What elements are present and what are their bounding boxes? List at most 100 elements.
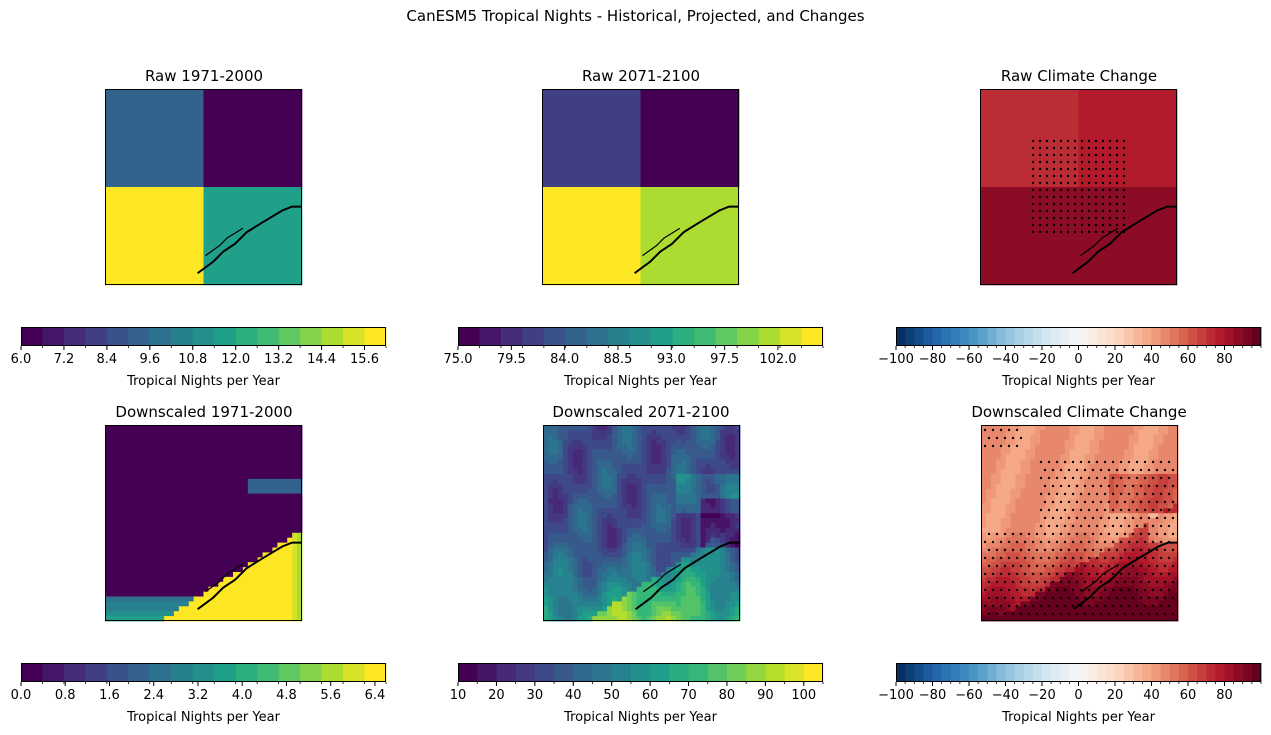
grid-cell [705,513,711,519]
grid-cell [547,459,554,465]
grid-cell [1020,459,1026,465]
stipple-dot [1052,188,1056,192]
grid-cell [154,616,160,622]
grid-cell [547,464,554,470]
grid-cell [247,429,254,436]
grid-cell [129,527,135,534]
stipple-dot [1073,174,1077,178]
grid-cell [1113,562,1120,568]
grid-cell [572,547,578,553]
grid-cell [1168,434,1174,441]
grid-cell [685,444,692,450]
grid-cell [680,459,687,465]
grid-cell [1163,459,1169,465]
grid-cell [1099,444,1105,450]
grid-cell [223,542,229,548]
grid-cell [995,425,1002,431]
colorbar-segment [214,663,237,682]
grid-cell [621,596,628,602]
grid-cell [675,498,682,504]
grid-cell [109,586,116,592]
grid-cell [1153,527,1159,534]
grid-cell [237,503,244,509]
grid-cell [1064,572,1071,578]
grid-cell [237,552,244,558]
grid-cell [990,488,997,494]
grid-cell [1104,464,1110,470]
grid-cell [730,523,736,529]
grid-cell [735,508,741,514]
grid-cell [1109,459,1115,465]
grid-cell [1118,429,1125,436]
grid-cell [119,586,126,592]
grid-cell [297,567,303,573]
grid-cell [223,478,229,485]
grid-cell [1109,493,1115,499]
grid-cell [705,493,711,499]
grid-cell [233,591,239,597]
grid-cell [144,601,150,607]
grid-cell [572,498,578,504]
grid-cell [1025,459,1031,465]
grid-cell [715,572,721,578]
grid-cell [178,439,185,445]
grid-cell [705,439,711,445]
grid-cell [169,464,175,470]
grid-cell [159,523,165,529]
stipple-dot [1066,160,1070,164]
grid-cell [616,508,623,514]
grid-cell [1133,425,1139,431]
grid-cell [297,498,303,504]
stipple-dot [1045,223,1049,227]
grid-cell [1040,518,1046,524]
grid-cell [262,444,268,450]
grid-cell [616,562,623,568]
grid-cell [1054,439,1061,445]
grid-cell [1148,562,1154,568]
grid-cell [1094,547,1100,553]
grid-cell [1118,454,1125,460]
grid-cell [282,474,288,480]
grid-cell [1030,518,1036,524]
grid-cell [183,567,190,573]
grid-cell [552,581,559,588]
grid-cell [164,606,170,612]
grid-cell [1010,572,1016,578]
grid-cell [105,429,111,436]
grid-cell [287,493,293,499]
grid-cell [129,557,135,563]
stipple-dot [1059,195,1063,199]
grid-cell [1020,439,1026,445]
grid-cell [159,591,165,597]
grid-cell [208,454,214,460]
grid-cell [1015,469,1021,475]
grid-cell [252,557,259,563]
grid-cell [1054,518,1061,524]
grid-cell [1099,508,1105,514]
grid-cell [1049,449,1056,455]
grid-cell [252,611,259,617]
grid-cell [1045,429,1051,436]
grid-cell [169,469,175,475]
grid-cell [543,474,549,480]
grid-cell [552,444,559,450]
grid-cell [159,562,165,568]
grid-cell [656,581,662,588]
grid-cell [1030,493,1036,499]
grid-cell [1049,478,1056,485]
grid-cell [233,488,239,494]
grid-cell [572,449,578,455]
grid-cell [710,469,716,475]
grid-cell [543,434,549,441]
grid-cell [646,449,652,455]
grid-cell [124,562,131,568]
grid-cell [1069,474,1075,480]
grid-cell [577,576,583,583]
grid-cell [277,532,283,539]
grid-cell [685,542,692,548]
grid-cell [119,474,126,480]
grid-cell [720,439,726,445]
grid-cell [223,518,229,524]
grid-cell [552,596,559,602]
grid-cell [607,562,613,568]
